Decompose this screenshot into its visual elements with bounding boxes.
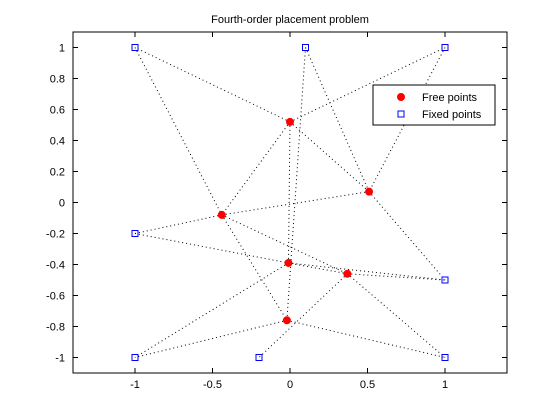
y-tick-label: -0.6	[46, 291, 65, 303]
legend: Free points Fixed points	[372, 84, 496, 126]
free-point	[217, 210, 226, 219]
x-tick-label: -1	[130, 379, 140, 391]
fixed-point	[131, 44, 139, 51]
fixed-point	[131, 354, 139, 361]
fixed-point	[302, 44, 309, 51]
fixed-point	[441, 354, 449, 361]
free-point	[343, 269, 352, 278]
x-axis-ticks: -1 -0.5 0 0.5 1	[130, 32, 448, 391]
chart-title: Fourth-order placement problem	[211, 14, 369, 26]
x-tick-label: 1	[442, 379, 448, 391]
legend-free-label: Free points	[422, 92, 478, 104]
y-tick-label: 0.6	[50, 105, 65, 117]
points-layer	[131, 44, 449, 361]
y-tick-label: 0.2	[50, 167, 65, 179]
y-tick-label: -1	[55, 353, 65, 365]
connection-line	[221, 121, 291, 216]
free-point	[282, 316, 291, 325]
y-tick-label: 0.4	[50, 136, 65, 148]
x-tick-label: 0	[287, 379, 293, 391]
y-tick-label: 0.8	[50, 74, 65, 86]
connection-line	[289, 121, 370, 193]
legend-fixed-label: Fixed points	[422, 109, 482, 121]
connection-line	[221, 214, 288, 321]
y-tick-label: 0	[59, 198, 65, 210]
connection-line	[347, 273, 446, 281]
fixed-point	[441, 44, 449, 51]
y-tick-label: 1	[59, 43, 65, 55]
y-tick-label: -0.8	[46, 322, 65, 334]
legend-fixed-marker	[397, 110, 405, 118]
y-tick-label: -0.4	[46, 260, 65, 272]
fixed-point	[255, 354, 263, 361]
edges-layer	[134, 47, 446, 358]
connection-line	[134, 47, 291, 123]
free-point	[365, 187, 374, 196]
connection-line	[286, 47, 306, 321]
y-tick-label: -0.2	[46, 229, 65, 241]
x-tick-label: 0.5	[360, 379, 375, 391]
free-point	[284, 258, 293, 267]
connection-line	[134, 214, 222, 234]
connection-line	[347, 273, 446, 358]
free-point	[286, 117, 294, 126]
connection-line	[258, 273, 348, 358]
fixed-point	[131, 230, 139, 237]
connection-line	[221, 191, 370, 216]
fixed-point	[441, 276, 449, 284]
connection-line	[289, 47, 446, 123]
x-tick-label: -0.5	[203, 379, 222, 391]
legend-box	[372, 84, 496, 126]
legend-free-marker	[397, 93, 405, 101]
y-axis-ticks: 1 0.8 0.6 0.4 0.2 0 -0.2 -0.4 -0.6 -0.8 -1	[46, 43, 507, 365]
